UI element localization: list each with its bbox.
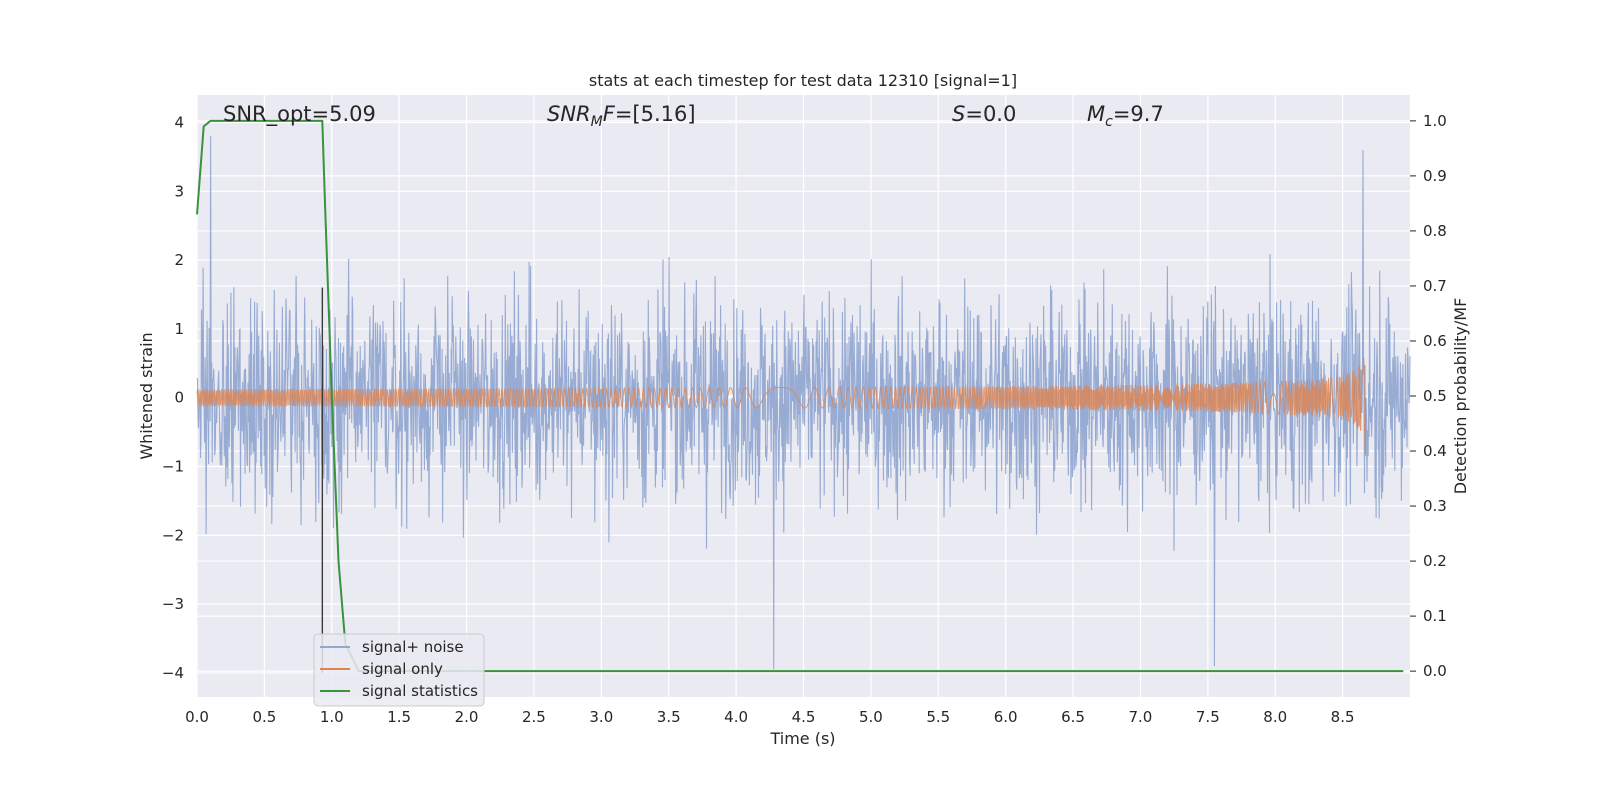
- snr-mf-sub: M: [591, 114, 603, 130]
- x-tick-label: 3.5: [657, 708, 681, 726]
- legend: signal+ noise signal only signal statist…: [313, 633, 485, 707]
- legend-label-stats: signal statistics: [362, 682, 478, 700]
- y2-tick-label: 0.7: [1423, 277, 1447, 295]
- y2-tick-label: 0.2: [1423, 552, 1447, 570]
- signal-noise-line: [196, 136, 1411, 670]
- x-tick-label: 8.0: [1263, 708, 1287, 726]
- x-axis-label: Time (s): [769, 729, 835, 748]
- y2-tick-label: 0.3: [1423, 497, 1447, 515]
- y-axis-label: Whitened strain: [137, 332, 156, 459]
- y2-tick-label: 0.5: [1423, 387, 1447, 405]
- x-tick-label: 5.5: [926, 708, 950, 726]
- y-tick-label: 1: [174, 320, 184, 338]
- s-value: =0.0: [965, 102, 1016, 126]
- y-tick-label: −1: [162, 458, 184, 476]
- legend-box: [313, 633, 485, 707]
- snr-mf-tail: F: [603, 102, 616, 126]
- y-tick-label: 3: [174, 182, 184, 200]
- y-tick-label: 4: [174, 114, 184, 132]
- signal-statistics-line: [196, 119, 1404, 673]
- y2-tick-label: 0.4: [1423, 442, 1447, 460]
- y2-tick-label: 1.0: [1423, 112, 1447, 130]
- tick-labels: 0.0 0.5 1.0 1.5 2.0 2.5 3.0 3.5 4.0 4.5 5.0 5.5 6.0 6…: [162, 112, 1447, 726]
- x-tick-label: 7.0: [1129, 708, 1153, 726]
- x-tick-label: 0.5: [252, 708, 276, 726]
- x-tick-label: 0.0: [185, 708, 209, 726]
- snr-mf-main: SNR: [547, 102, 591, 126]
- mc-value: =9.7: [1113, 102, 1164, 126]
- mc-sub: c: [1105, 114, 1113, 130]
- x-tick-label: 6.5: [1061, 708, 1085, 726]
- snr-mf-annotation: SNRMF=[5.16]: [547, 102, 696, 130]
- x-tick-label: 8.5: [1331, 708, 1355, 726]
- s-main: S: [952, 102, 965, 126]
- x-tick-label: 3.0: [589, 708, 613, 726]
- x-tick-label: 1.0: [320, 708, 344, 726]
- x-tick-label: 4.5: [792, 708, 816, 726]
- legend-label-signal: signal only: [362, 660, 443, 678]
- y2-tick-label: 0.0: [1423, 662, 1447, 680]
- x-tick-label: 7.5: [1196, 708, 1220, 726]
- y-tick-label: −2: [162, 526, 184, 544]
- x-tick-label: 1.5: [387, 708, 411, 726]
- mc-main: M: [1087, 102, 1105, 126]
- y2-axis-label: Detection probability/MF: [1451, 298, 1470, 495]
- x-tick-label: 5.0: [859, 708, 883, 726]
- x-tick-label: 2.5: [522, 708, 546, 726]
- s-annotation: S=0.0: [952, 102, 1016, 126]
- x-tick-label: 2.0: [455, 708, 479, 726]
- legend-label-noise: signal+ noise: [362, 638, 464, 656]
- snr-opt-annotation: SNR_opt=5.09: [223, 102, 376, 127]
- y2-tick-label: 0.8: [1423, 222, 1447, 240]
- series-layer: [196, 119, 1411, 673]
- y-tick-label: 0: [174, 389, 184, 407]
- y2-tick-label: 0.9: [1423, 167, 1447, 185]
- y-tick-label: −4: [162, 664, 184, 682]
- signal-only-line: [196, 357, 1366, 454]
- snr-mf-value: =[5.16]: [615, 102, 696, 126]
- y2-tick-label: 0.6: [1423, 332, 1447, 350]
- y-tick-label: 2: [174, 251, 184, 269]
- y-tick-label: −3: [162, 595, 184, 613]
- x-tick-label: 4.0: [724, 708, 748, 726]
- chart-title: stats at each timestep for test data 123…: [589, 71, 1017, 90]
- mc-annotation: Mc=9.7: [1087, 102, 1164, 130]
- y2-tick-label: 0.1: [1423, 607, 1447, 625]
- x-tick-label: 6.0: [994, 708, 1018, 726]
- annotations: SNR_opt=5.09 SNRMF=[5.16] S=0.0 Mc=9.7: [223, 102, 1164, 130]
